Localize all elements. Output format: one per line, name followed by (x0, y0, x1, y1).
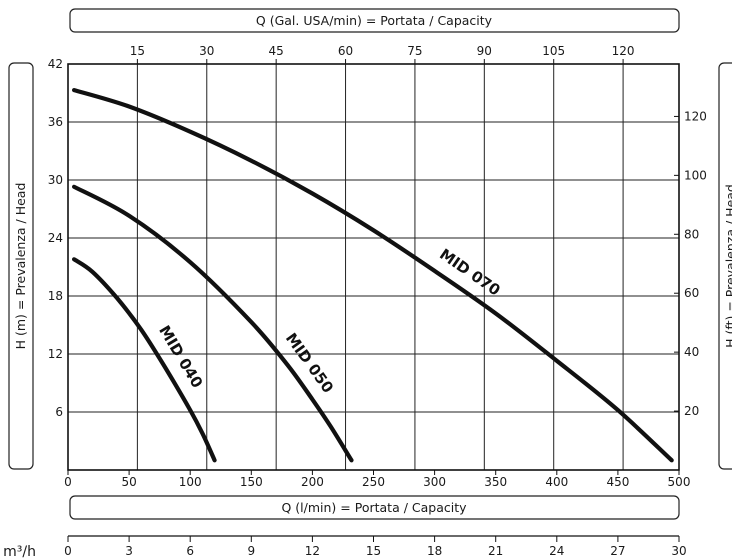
m3h-tick-label: 15 (366, 544, 381, 558)
curve-mid-050 (72, 184, 354, 463)
series-label: MID 050 (282, 330, 337, 397)
m3h-tick-label: 9 (247, 544, 255, 558)
bottom-tick-label: 150 (240, 475, 263, 489)
left-tick-label: 18 (48, 289, 63, 303)
bottom-tick-label: 200 (301, 475, 324, 489)
top-tick-label: 120 (612, 44, 635, 58)
right-tick-label: 100 (684, 168, 707, 182)
right-tick-label: 20 (684, 404, 699, 418)
top-tick-label: 75 (407, 44, 422, 58)
curve-layer (72, 88, 674, 463)
bottom-axis-label: Q (l/min) = Portata / Capacity (281, 500, 467, 515)
left-tick-label: 42 (48, 57, 63, 71)
m3h-tick-label: 3 (125, 544, 133, 558)
bottom-tick-label: 100 (179, 475, 202, 489)
left-tick-label: 30 (48, 173, 63, 187)
plot-frame (67, 63, 680, 471)
label-layer: MID 040 MID 050 MID 070 (155, 245, 503, 396)
left-axis-label: H (m) = Prevalenza / Head (13, 183, 28, 350)
bottom-tick-label: 50 (121, 475, 136, 489)
m3h-tick-label: 6 (186, 544, 194, 558)
bottom-tick-label: 400 (545, 475, 568, 489)
series-label: MID 070 (436, 245, 503, 299)
left-tick-label: 12 (48, 347, 63, 361)
m3h-tick-label: 12 (305, 544, 320, 558)
bottom-tick-label: 350 (484, 475, 507, 489)
bottom-tick-label: 450 (606, 475, 629, 489)
top-tick-label: 105 (542, 44, 565, 58)
m3h-tick-label: 24 (549, 544, 564, 558)
top-tick-label: 90 (477, 44, 492, 58)
m3h-tick-label: 30 (671, 544, 686, 558)
top-tick-label: 60 (338, 44, 353, 58)
top-tick-label: 30 (199, 44, 214, 58)
top-tick-label: 15 (130, 44, 145, 58)
bottom-tick-label: 250 (362, 475, 385, 489)
curve-mid-040 (72, 257, 217, 463)
right-tick-label: 80 (684, 227, 699, 241)
grid-layer (68, 64, 679, 470)
m3h-tick-label: 21 (488, 544, 503, 558)
m3h-tick-label: 0 (64, 544, 72, 558)
right-axis-label: H (ft) = Prevalenza / Head (723, 184, 732, 348)
right-axis-label-box (718, 62, 732, 470)
bottom-tick-label: 500 (668, 475, 691, 489)
right-tick-label: 40 (684, 345, 699, 359)
right-tick-label: 60 (684, 286, 699, 300)
m3h-tick-label: 27 (610, 544, 625, 558)
right-tick-label: 120 (684, 109, 707, 123)
bottom-axis-label-box (69, 495, 680, 520)
top-axis-label: Q (Gal. USA/min) = Portata / Capacity (256, 13, 493, 28)
bottom-tick-label: 300 (423, 475, 446, 489)
top-axis-label-box (69, 8, 680, 33)
curve-mid-070 (72, 88, 674, 463)
top-tick-label: 45 (269, 44, 284, 58)
m3h-tick-label: 18 (427, 544, 442, 558)
series-label: MID 040 (155, 322, 206, 391)
left-tick-label: 24 (48, 231, 63, 245)
left-axis-label-box (8, 62, 34, 470)
left-tick-label: 36 (48, 115, 63, 129)
left-tick-label: 6 (55, 405, 63, 419)
bottom-tick-label: 0 (64, 475, 72, 489)
m3h-unit-label: m³/h (3, 544, 36, 560)
